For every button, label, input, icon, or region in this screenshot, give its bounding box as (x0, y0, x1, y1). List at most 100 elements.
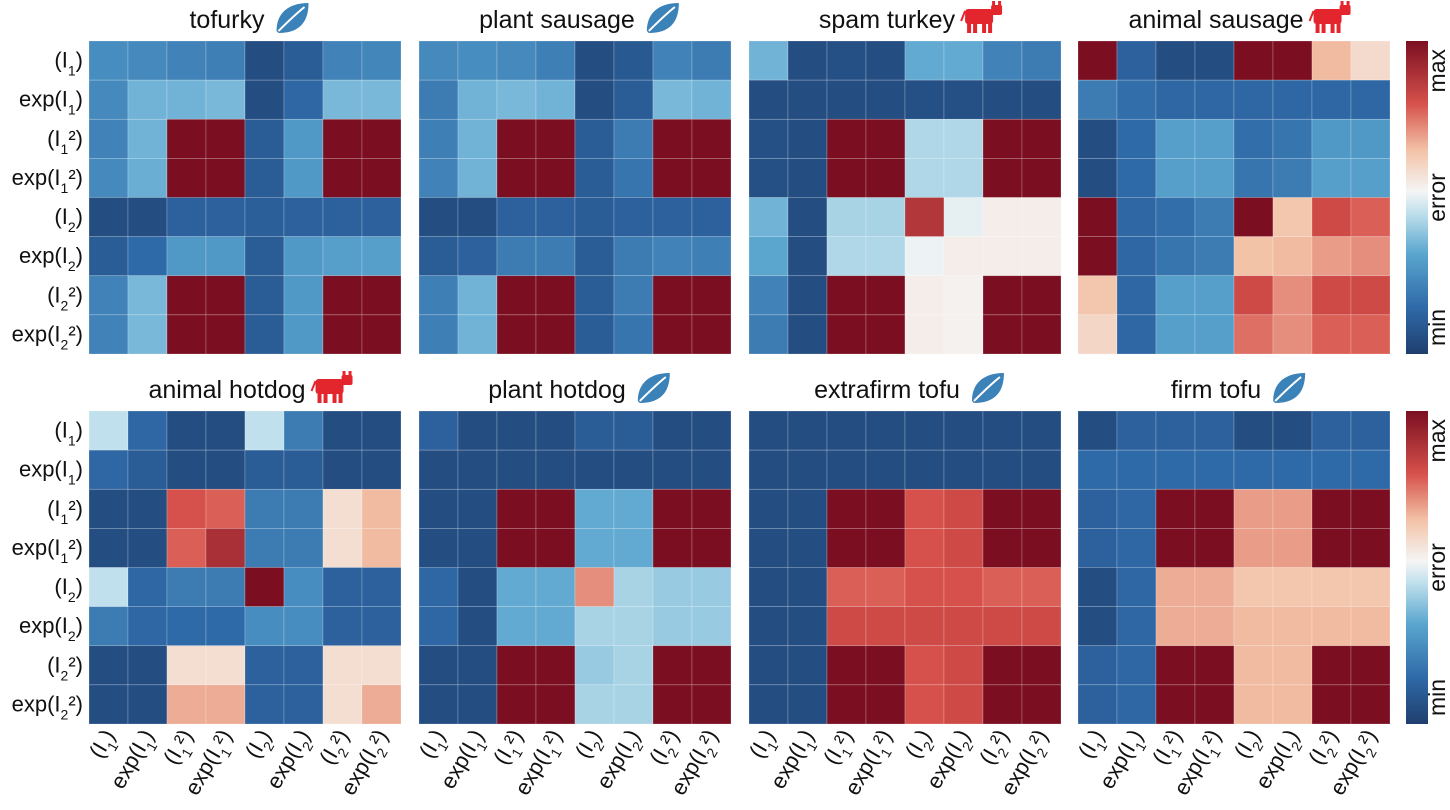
heatmap-cell (536, 685, 575, 724)
heatmap-cell (1078, 607, 1117, 646)
heatmap-cell (497, 528, 536, 567)
heatmap-cell (944, 646, 983, 685)
heatmap-cell (536, 489, 575, 528)
leaf-icon (1273, 373, 1305, 403)
heatmap-cell (749, 237, 788, 276)
heatmap-cell (1312, 119, 1351, 158)
heatmap-cell (1351, 411, 1390, 450)
heatmap-cell (653, 315, 692, 354)
heatmap-cell (944, 237, 983, 276)
panel-title: animal hotdog (148, 376, 305, 404)
heatmap-cell (788, 646, 827, 685)
heatmap-panel (419, 411, 731, 724)
leaf-icon (647, 3, 679, 33)
heatmap-cell (653, 80, 692, 119)
heatmap-cell (323, 198, 362, 237)
heatmap-cell (1156, 568, 1195, 607)
heatmap-cell (419, 80, 458, 119)
heatmap-cell (284, 276, 323, 315)
heatmap-cell (1022, 489, 1061, 528)
heatmap-cell (128, 237, 167, 276)
heatmap-cell (362, 276, 401, 315)
heatmap-cell (1156, 528, 1195, 567)
heatmap-cell (458, 568, 497, 607)
heatmap-cell (458, 276, 497, 315)
heatmap-cell (245, 198, 284, 237)
colorbar-tick-label: min (1424, 309, 1450, 346)
heatmap-cell (653, 607, 692, 646)
heatmap-cell (827, 450, 866, 489)
heatmap-cell (419, 158, 458, 197)
heatmap-cell (245, 41, 284, 80)
heatmap-cell (1117, 80, 1156, 119)
heatmap-cell (128, 411, 167, 450)
heatmap-cell (458, 450, 497, 489)
heatmap-cell (419, 607, 458, 646)
heatmap-cell (167, 41, 206, 80)
heatmap-cell (944, 158, 983, 197)
heatmap-cell (827, 158, 866, 197)
heatmap-cell (575, 568, 614, 607)
heatmap-cell (206, 489, 245, 528)
heatmap-cell (692, 411, 731, 450)
heatmap-cell (1117, 528, 1156, 567)
heatmap-cell (245, 528, 284, 567)
heatmap-cell (362, 450, 401, 489)
heatmap-cell (944, 568, 983, 607)
heatmap-cell (206, 158, 245, 197)
heatmap-cell (749, 607, 788, 646)
heatmap-cell (1312, 411, 1351, 450)
heatmap-cell (323, 568, 362, 607)
heatmap-cell (1156, 450, 1195, 489)
heatmap-cell (905, 450, 944, 489)
heatmap-cell (614, 489, 653, 528)
heatmap-cell (905, 119, 944, 158)
heatmap-cell (827, 276, 866, 315)
heatmap-cell (692, 568, 731, 607)
heatmap-cell (89, 450, 128, 489)
heatmap-cell (866, 411, 905, 450)
heatmap-cell (983, 489, 1022, 528)
panel-title: tofurky (189, 6, 265, 34)
heatmap-cell (788, 119, 827, 158)
heatmap-cell (128, 607, 167, 646)
heatmap-cell (575, 607, 614, 646)
heatmap-cell (788, 528, 827, 567)
heatmap-cell (536, 411, 575, 450)
heatmap-cell (323, 489, 362, 528)
heatmap-cell (983, 158, 1022, 197)
heatmap-cell (1078, 411, 1117, 450)
heatmap-cell (614, 80, 653, 119)
heatmap-cell (89, 237, 128, 276)
heatmap-cell (866, 158, 905, 197)
heatmap-cell (1156, 411, 1195, 450)
heatmap-cell (575, 646, 614, 685)
heatmap-cell (653, 237, 692, 276)
heatmap-cell (983, 607, 1022, 646)
heatmap-cell (1022, 685, 1061, 724)
heatmap-cell (614, 528, 653, 567)
colorbar-tick-label: max (1424, 419, 1450, 463)
heatmap-cell (692, 489, 731, 528)
row-label: (I1) (54, 48, 83, 79)
heatmap-cell (749, 646, 788, 685)
row-label: exp(I1²) (12, 535, 83, 566)
heatmap-cell (1117, 685, 1156, 724)
heatmap-cell (1117, 198, 1156, 237)
heatmap-cell (536, 158, 575, 197)
heatmap-cell (1351, 450, 1390, 489)
heatmap-cell (167, 607, 206, 646)
heatmap-cell (692, 315, 731, 354)
heatmap-cell (692, 646, 731, 685)
heatmap-cell (1273, 80, 1312, 119)
heatmap-cell (284, 41, 323, 80)
heatmap-cell (827, 315, 866, 354)
heatmap-cell (1022, 80, 1061, 119)
heatmap-cell (1351, 198, 1390, 237)
heatmap-cell (866, 41, 905, 80)
heatmap-cell (788, 568, 827, 607)
heatmap-cell (362, 568, 401, 607)
heatmap-cell (1273, 41, 1312, 80)
heatmap-cell (362, 237, 401, 276)
heatmap-cell (206, 568, 245, 607)
